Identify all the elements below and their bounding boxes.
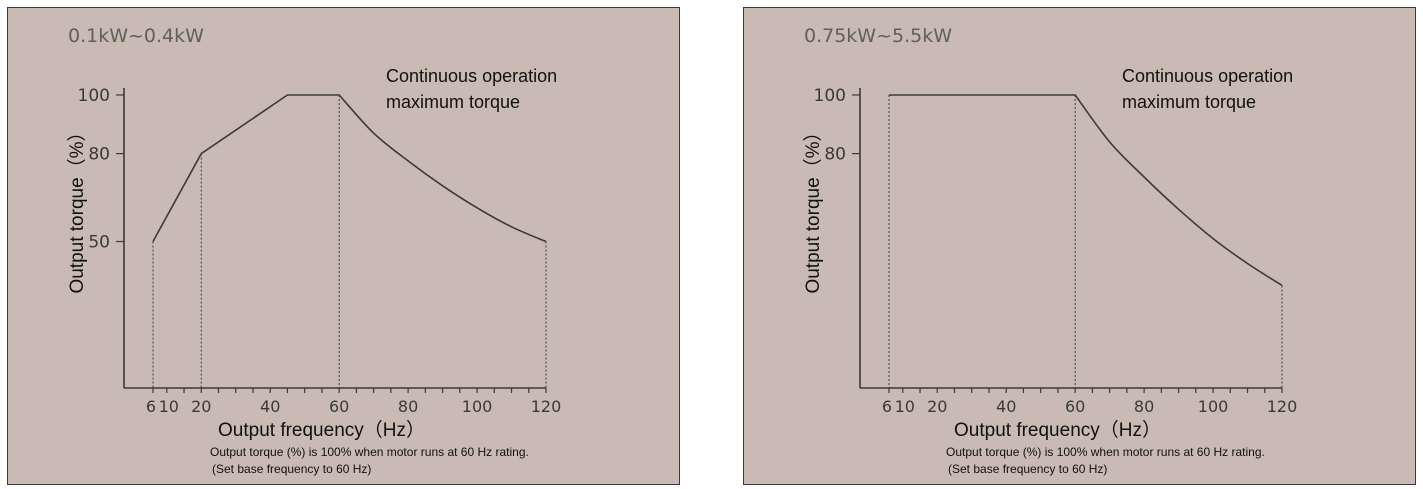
x-tick-label: 80 bbox=[1134, 397, 1154, 416]
x-tick-label: 100 bbox=[462, 397, 493, 416]
x-tick-label: 6 bbox=[146, 397, 156, 416]
x-tick-label: 20 bbox=[191, 397, 211, 416]
y-tick-label: 100 bbox=[814, 86, 846, 106]
chart-panel-low-power: 6 10 20 40 60 80 100 120 50 80 100 0.1kW~0.4kW Conti… bbox=[7, 7, 680, 485]
footnote-line-1: Output torque (%) is 100% when motor run… bbox=[210, 445, 529, 459]
y-axis-label: Output torque（%） bbox=[802, 122, 824, 293]
x-tick-label: 120 bbox=[531, 397, 562, 416]
chart-title: 0.1kW~0.4kW bbox=[68, 25, 204, 47]
annotation-line-2: maximum torque bbox=[1122, 92, 1256, 112]
footnote-line-2: (Set base frequency to 60 Hz) bbox=[948, 462, 1107, 476]
x-tick-label: 60 bbox=[329, 397, 349, 416]
torque-curve bbox=[152, 94, 547, 243]
y-tick-label: 80 bbox=[824, 145, 846, 165]
x-tick-label: 120 bbox=[1267, 397, 1298, 416]
y-axis-label: Output torque（%） bbox=[66, 122, 88, 293]
torque-curve bbox=[889, 94, 1283, 287]
x-tick-label: 100 bbox=[1198, 397, 1229, 416]
x-axis-label: Output frequency（Hz） bbox=[218, 419, 425, 441]
annotation-line-1: Continuous operation bbox=[1122, 66, 1293, 86]
x-tick-label: 60 bbox=[1065, 397, 1085, 416]
footnote-line-1: Output torque (%) is 100% when motor run… bbox=[946, 445, 1265, 459]
x-tick-label: 80 bbox=[398, 397, 418, 416]
chart-low-power: 6 10 20 40 60 80 100 120 50 80 100 0.1kW~0.4kW Conti… bbox=[66, 25, 562, 476]
chart-title: 0.75kW~5.5kW bbox=[804, 25, 952, 47]
footnote-line-2: (Set base frequency to 60 Hz) bbox=[212, 462, 371, 476]
chart-panel-high-power: 6 10 20 40 60 80 100 120 80 100 0.75kW~5.5kW Contin… bbox=[743, 7, 1416, 485]
x-tick-label: 10 bbox=[895, 397, 915, 416]
y-tick-label: 100 bbox=[78, 86, 110, 106]
x-tick-label: 40 bbox=[996, 397, 1016, 416]
x-tick-label: 40 bbox=[260, 397, 280, 416]
x-tick-label: 20 bbox=[927, 397, 947, 416]
annotation-line-1: Continuous operation bbox=[386, 66, 557, 86]
annotation-line-2: maximum torque bbox=[386, 92, 520, 112]
x-axis-label: Output frequency（Hz） bbox=[954, 419, 1161, 441]
chart-high-power: 6 10 20 40 60 80 100 120 80 100 0.75kW~5.5kW Contin… bbox=[802, 25, 1298, 476]
y-tick-label: 80 bbox=[88, 145, 110, 165]
x-tick-label: 6 bbox=[882, 397, 892, 416]
y-tick-label: 50 bbox=[88, 233, 110, 253]
x-tick-label: 10 bbox=[159, 397, 179, 416]
